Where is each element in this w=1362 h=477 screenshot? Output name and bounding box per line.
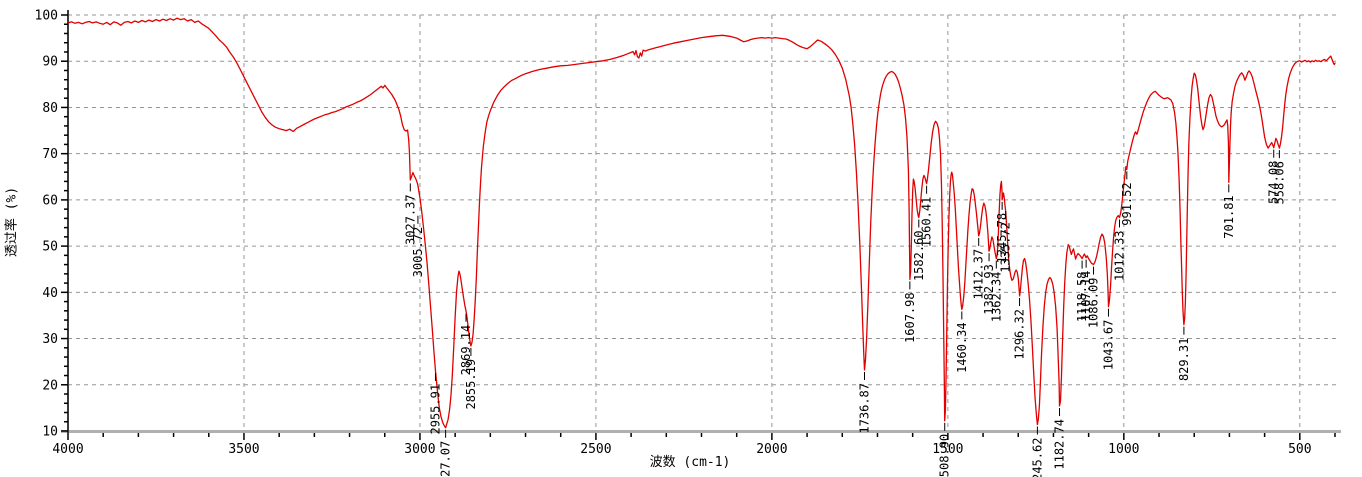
x-tick-label: 3500 (228, 442, 259, 457)
peak-label: 1245.62 (1030, 438, 1044, 477)
peak-label: 1118.58 (1075, 272, 1089, 323)
peak-label: 1043.67 (1101, 320, 1115, 371)
y-tick-label: 70 (42, 147, 58, 162)
y-tick-label: 60 (42, 193, 58, 208)
peak-label: 701.81 (1222, 195, 1236, 238)
x-tick-label: 500 (1288, 442, 1311, 457)
y-tick-label: 10 (42, 425, 58, 440)
x-tick-label: 2500 (580, 442, 611, 457)
peak-label: 3005.72 (411, 227, 425, 278)
y-tick-label: 50 (42, 240, 58, 255)
peak-label: 1607.98 (903, 292, 917, 343)
peak-label: 1460.34 (955, 322, 969, 373)
peak-label: 3027.37 (403, 194, 417, 245)
y-tick-label: 100 (35, 9, 58, 24)
peak-label: 1012.33 (1112, 230, 1126, 281)
peak-label: 1736.87 (857, 383, 871, 434)
peak-label: 1345.78 (995, 213, 1009, 264)
peak-label: 829.31 (1177, 338, 1191, 381)
y-tick-label: 20 (42, 378, 58, 393)
peak-label: 1086.09 (1087, 278, 1101, 329)
peak-label: 1182.74 (1053, 419, 1067, 470)
peak-label: 1296.32 (1013, 309, 1027, 360)
y-tick-label: 90 (42, 55, 58, 70)
peak-label: 2869.14 (459, 325, 473, 376)
peak-label: 1382.93 (982, 264, 996, 315)
y-tick-label: 80 (42, 101, 58, 116)
peak-label: 574.08 (1267, 161, 1281, 204)
peak-label: 1508.90 (938, 434, 952, 477)
peak-label: 991.52 (1120, 182, 1134, 225)
x-tick-label: 1000 (1108, 442, 1139, 457)
x-tick-label: 1500 (932, 442, 963, 457)
peak-label: 558.06 (1272, 161, 1286, 204)
peak-label: 2955.91 (428, 384, 442, 435)
x-axis-title: 波数 (cm-1) (649, 455, 731, 470)
y-tick-label: 40 (42, 286, 58, 301)
x-tick-label: 2000 (756, 442, 787, 457)
x-tick-label: 3000 (404, 442, 435, 457)
peak-label: 1560.41 (920, 197, 934, 248)
spectrum-curve (67, 17, 1336, 429)
peak-label: 2927.07 (439, 441, 453, 477)
peak-label: 1335.72 (999, 222, 1013, 273)
x-tick-label: 4000 (52, 442, 83, 457)
peak-label: 1582.60 (912, 230, 926, 281)
peak-label: 2855.19 (464, 359, 478, 410)
peak-label: 1107.14 (1079, 271, 1093, 322)
y-tick-label: 30 (42, 332, 58, 347)
peak-label: 1362.34 (989, 272, 1003, 323)
y-axis-title: 透过率 (%) (4, 186, 20, 258)
peak-label: 1412.37 (972, 249, 986, 300)
